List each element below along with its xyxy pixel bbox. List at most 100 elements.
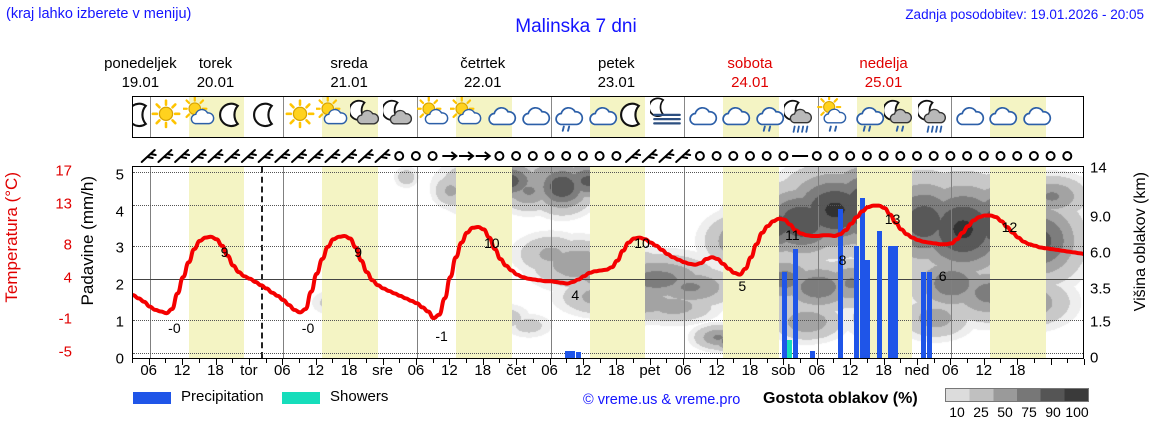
precipitation-bar <box>887 245 893 358</box>
time-tick-mark <box>633 359 635 363</box>
time-tick-label: sob <box>771 362 796 379</box>
time-tick-label: 06 <box>273 362 291 379</box>
day-name: ponedeljek <box>104 55 177 72</box>
precipitation-tick: 1 <box>115 313 124 331</box>
weather-icon-moon <box>250 97 284 137</box>
precipitation-bar <box>854 245 860 358</box>
precipitation-bar <box>876 230 882 358</box>
time-tick-mark <box>315 359 317 365</box>
temperature-label: 6 <box>938 268 947 285</box>
icon-day-separator <box>817 97 819 137</box>
time-tick-mark <box>466 359 468 363</box>
time-tick-mark <box>900 359 902 363</box>
day-header-nedelja: nedelja 25.01 <box>814 54 954 92</box>
precipitation-tick: 2 <box>115 276 124 294</box>
day-name: četrtek <box>460 55 506 72</box>
cloud-density-tick: 10 <box>949 404 965 420</box>
temperature-tick: 8 <box>63 236 72 254</box>
cloud-height-tick: 0 <box>1090 349 1099 367</box>
day-date: 24.01 <box>731 74 769 91</box>
day-date: 23.01 <box>597 74 636 91</box>
time-tick-mark <box>783 359 785 365</box>
weather-icon-moon-rain <box>917 97 952 137</box>
cloud-density-legend-title: Gostota oblakov (%) <box>763 390 918 407</box>
day-header-četrtek: četrtek 22.01 <box>413 54 553 92</box>
time-tick-mark <box>683 359 685 365</box>
temperature-tick: -1 <box>58 310 72 328</box>
temperature-label: -1 <box>435 327 448 344</box>
cloud-density-tick: 100 <box>1065 404 1089 420</box>
time-tick-mark <box>1084 359 1085 365</box>
temperature-tick: 13 <box>55 195 72 213</box>
weather-icon-cloud-drizzle <box>851 97 885 137</box>
time-tick-label: 18 <box>741 362 759 379</box>
time-tick-mark <box>232 359 234 363</box>
day-date: 22.01 <box>463 74 502 91</box>
weather-icon-cloud-drizzle <box>751 97 785 137</box>
precipitation-legend-label: Precipitation <box>181 388 264 405</box>
time-tick-label: 06 <box>808 362 826 379</box>
time-tick-mark <box>916 359 918 365</box>
icon-day-separator <box>149 97 151 137</box>
daylight-band <box>990 167 1047 358</box>
icon-day-separator <box>684 97 686 137</box>
time-tick-mark <box>816 359 818 365</box>
time-tick-label: ned <box>904 362 930 379</box>
cloud-density-tick: 50 <box>997 404 1013 420</box>
weather-icon-cloud-drizzle <box>550 97 584 137</box>
precipitation-bar <box>837 208 843 358</box>
time-tick-mark <box>165 359 167 363</box>
time-tick-mark <box>766 359 768 363</box>
icon-day-separator <box>550 97 552 137</box>
temperature-label: 4 <box>571 286 580 303</box>
precipitation-bar <box>926 271 932 358</box>
precipitation-axis-title: Padavine (mm/h) <box>78 176 97 306</box>
temperature-label: 10 <box>634 235 650 252</box>
time-tick-label: 18 <box>207 362 224 379</box>
time-tick-mark <box>449 359 451 365</box>
day-date: 20.01 <box>196 74 235 91</box>
time-tick-mark <box>950 359 952 365</box>
time-tick-mark <box>282 359 284 365</box>
precipitation-swatch <box>133 392 171 404</box>
time-tick-mark <box>833 359 835 363</box>
icon-day-separator <box>283 97 285 137</box>
day-header-torek: torek 20.01 <box>146 54 286 92</box>
day-separator <box>817 167 819 358</box>
weather-icon-sun <box>283 97 317 137</box>
cloud-height-tick: 3.5 <box>1090 280 1111 298</box>
time-tick-mark <box>332 359 334 363</box>
time-tick-label: 12 <box>708 362 725 379</box>
day-header-sreda: sreda 21.01 <box>279 54 419 92</box>
wind-barb-strip <box>132 140 1084 166</box>
precipitation-bar <box>865 260 871 358</box>
time-tick-label: pet <box>639 362 661 379</box>
weather-icon-cloud <box>984 97 1018 137</box>
cloud-height-tick: 6.0 <box>1090 244 1111 262</box>
temperature-tick: 4 <box>63 269 72 287</box>
time-tick-mark <box>883 359 885 365</box>
time-tick-mark <box>549 359 551 365</box>
day-separator <box>149 167 151 358</box>
precipitation-tick: 5 <box>115 166 124 184</box>
temperature-label: 8 <box>838 251 847 268</box>
time-tick-mark <box>1017 359 1019 365</box>
time-tick-mark <box>432 359 434 363</box>
weather-icon-sun <box>149 97 183 137</box>
time-tick-mark <box>850 359 852 365</box>
time-tick-mark <box>1000 359 1002 363</box>
precipitation-bar <box>893 245 899 358</box>
cloud-density-tick: 90 <box>1045 404 1061 420</box>
time-tick-mark <box>265 359 267 363</box>
copyright-label[interactable]: © vreme.us & vreme.pro <box>583 392 741 408</box>
weather-icon-cloud <box>684 97 718 137</box>
forecast-plot: -0 9 -0 9 -1 10 4 10 5 11 8 13 6 12 <box>132 166 1084 359</box>
gridline <box>133 245 1083 247</box>
location-menu-note: (kraj lahko izberete v meniju) <box>6 6 192 22</box>
precipitation-tick: 3 <box>115 239 124 257</box>
time-tick-mark <box>800 359 802 363</box>
time-tick-mark <box>349 359 351 365</box>
time-tick-mark <box>382 359 384 365</box>
time-tick-mark <box>516 359 518 365</box>
gridline <box>133 278 1083 280</box>
